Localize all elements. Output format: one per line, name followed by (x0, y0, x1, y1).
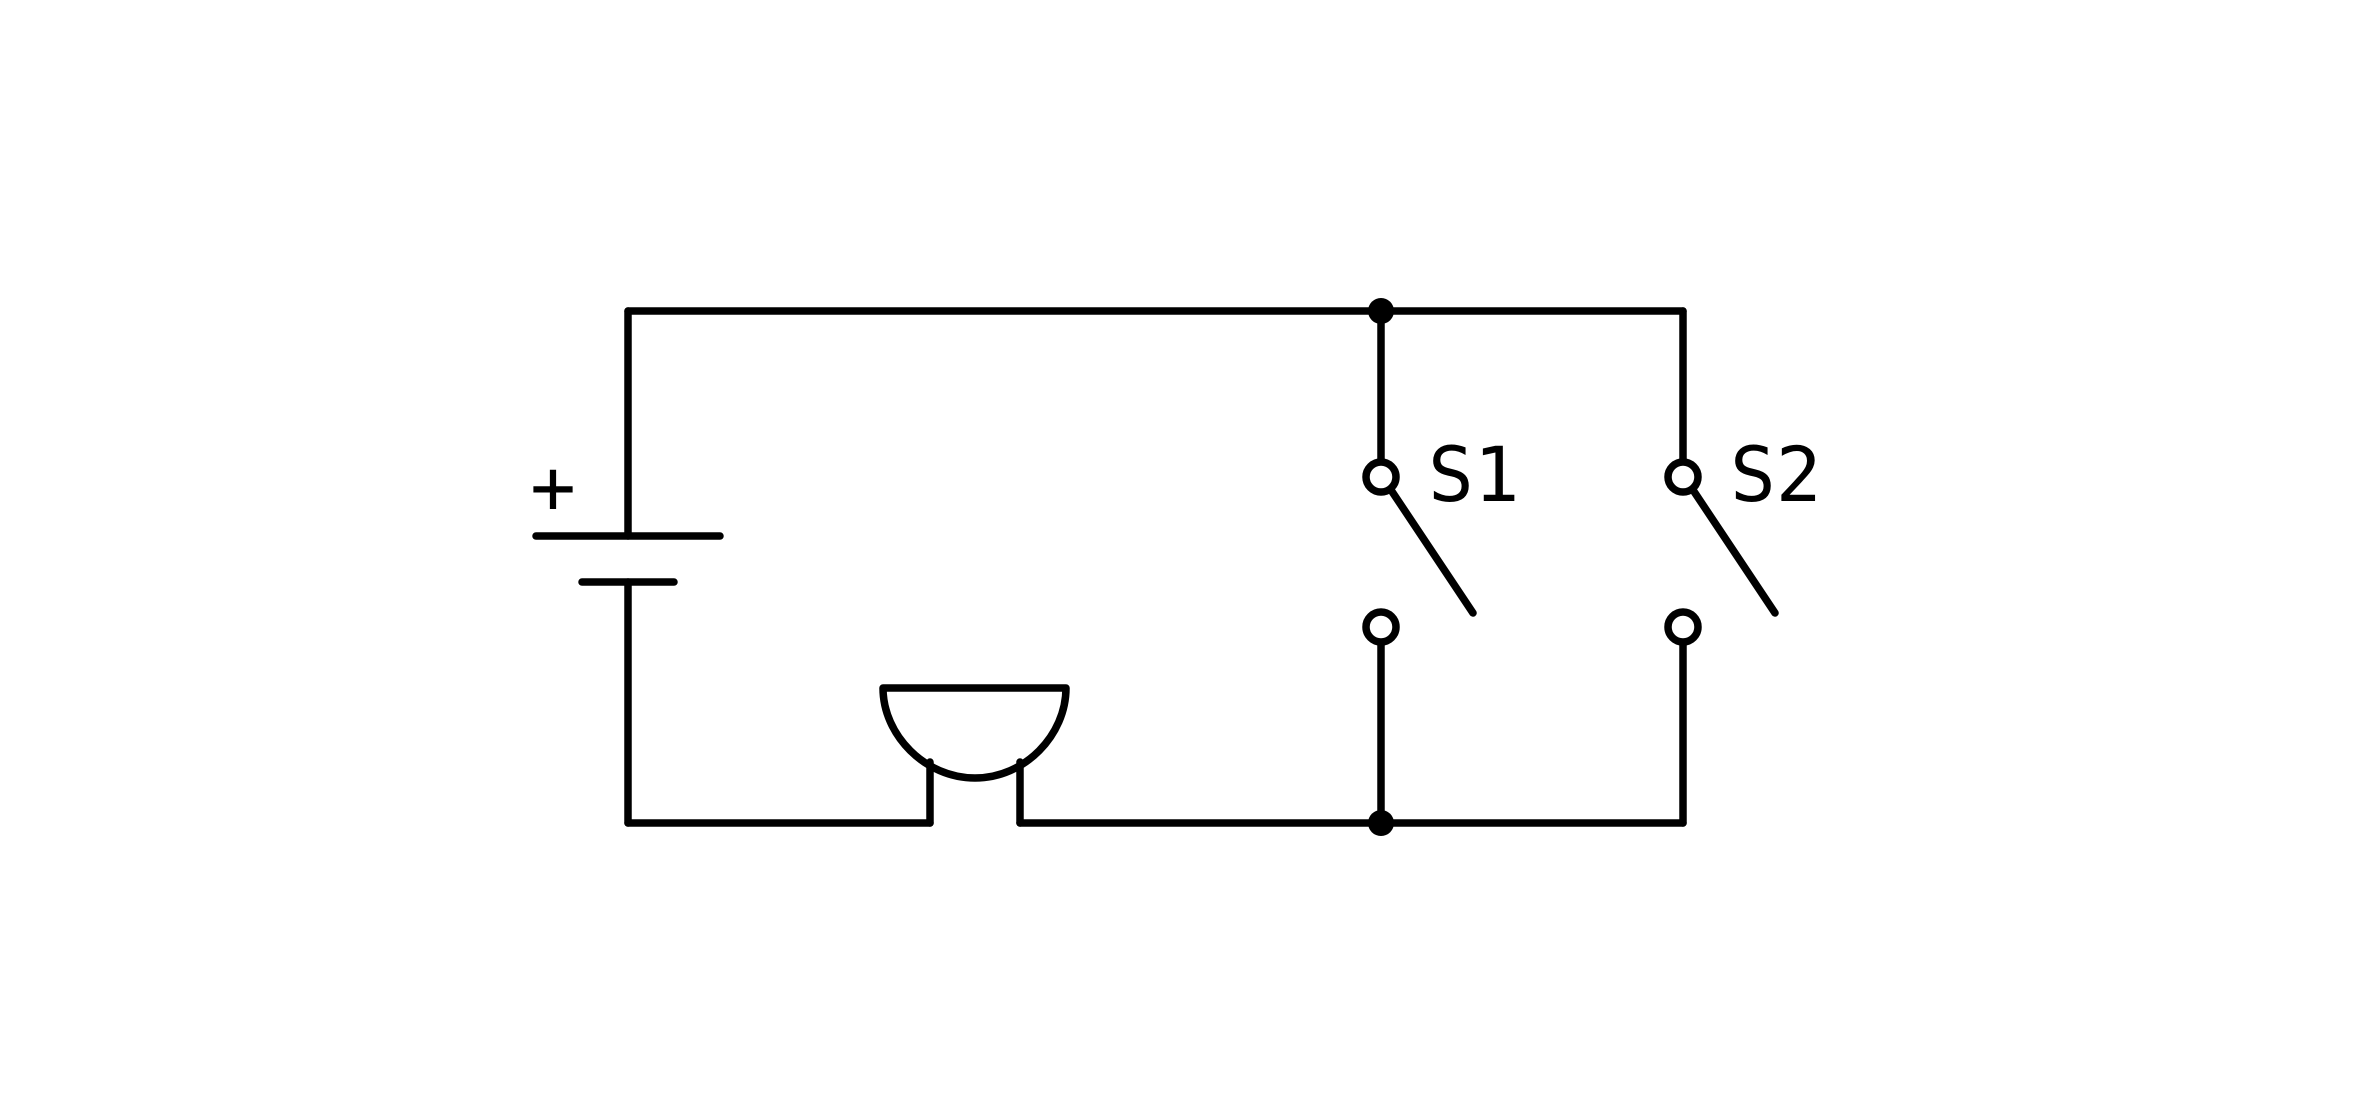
buzzer (879, 684, 1070, 827)
switch-s1-blade (1387, 486, 1477, 617)
junction-bottom (1368, 810, 1394, 836)
switch-s1: S1 (1362, 430, 1520, 646)
battery-polarity-mark: + (530, 442, 576, 531)
buzzer-body (879, 684, 1070, 782)
switch-s1-terminal-bottom (1362, 608, 1400, 646)
switch-s2-terminal-top (1664, 458, 1702, 496)
battery: + (530, 442, 724, 586)
switch-s2-terminal-bottom (1664, 608, 1702, 646)
switch-s2-label: S2 (1730, 430, 1822, 519)
junction-top (1368, 298, 1394, 324)
switch-s1-label: S1 (1428, 430, 1520, 519)
switch-s2: S2 (1664, 430, 1822, 646)
switch-s2-blade (1689, 486, 1779, 617)
switch-s1-terminal-top (1362, 458, 1400, 496)
junctions (1368, 298, 1394, 836)
wires (624, 307, 1687, 827)
